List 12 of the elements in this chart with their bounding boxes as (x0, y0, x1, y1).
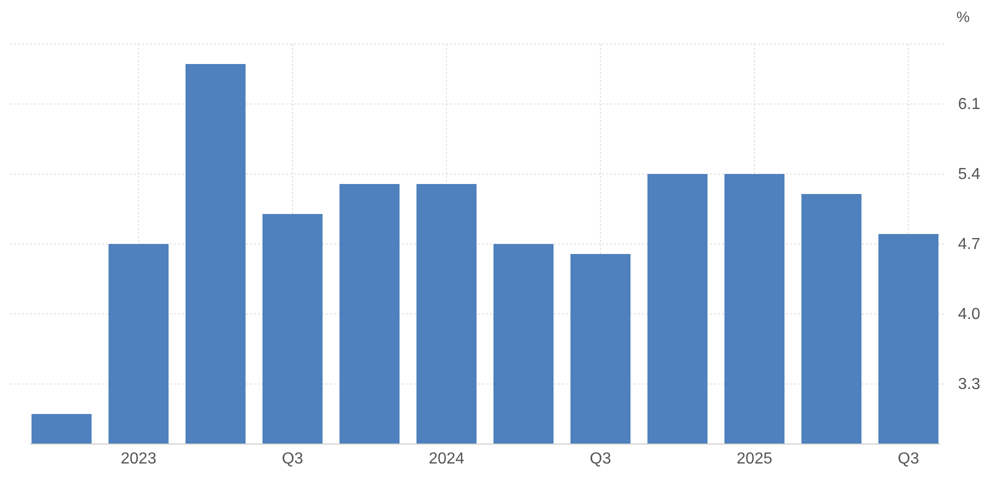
y-tick-label: 6.1 (958, 96, 980, 114)
y-tick-label: 4.7 (958, 236, 980, 254)
y-tick-label: 3.3 (958, 376, 980, 394)
x-tick-label: Q3 (590, 450, 612, 468)
y-tick-label: 5.4 (958, 166, 980, 184)
y-axis-title: % (956, 9, 970, 26)
x-tick-label: 2025 (736, 450, 772, 468)
x-tick-label: 2024 (428, 450, 464, 468)
x-tick-label: 2023 (120, 450, 156, 468)
x-tick-label: Q3 (898, 450, 920, 468)
y-tick-label: 4.0 (958, 306, 980, 324)
x-tick-label: Q3 (282, 450, 304, 468)
